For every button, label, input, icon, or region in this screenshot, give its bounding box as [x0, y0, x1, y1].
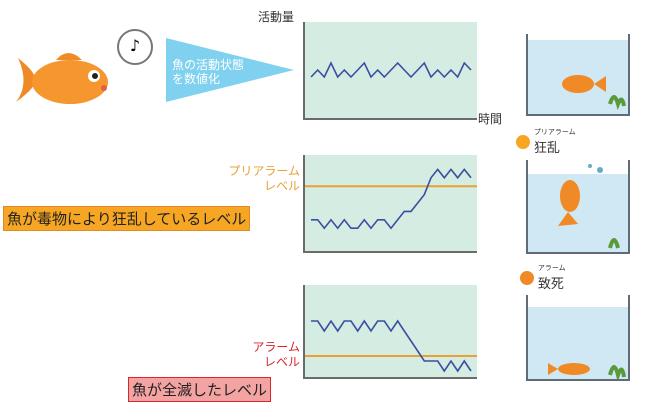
tank-frenzy: [526, 160, 630, 254]
pre-alarm-label: プリアラーム レベル: [215, 164, 300, 194]
pre-alarm-line2: レベル: [263, 179, 300, 193]
activity-series-line: [310, 61, 472, 79]
music-note-bubble: ♪: [117, 29, 153, 65]
x-axis-label: 時間: [478, 112, 503, 126]
dead-level-label: 魚が全滅したレベル: [128, 377, 272, 402]
y-axis-label: 活動量: [258, 10, 295, 24]
speech-line1: 魚の活動状態: [172, 58, 245, 72]
activity-series-line: [311, 319, 472, 373]
speech-line2: を数値化: [172, 72, 221, 86]
tank-death: [526, 295, 630, 381]
activity-series-line: [311, 168, 472, 230]
frenzy-alert-icon: [516, 134, 530, 149]
death-text: 致死: [537, 277, 564, 292]
goldfish-illustration: [8, 44, 118, 114]
tank-normal: [526, 34, 630, 116]
alarm-label: アラーム レベル: [215, 340, 300, 370]
frenzy-text: 狂乱: [533, 141, 560, 156]
frenzy-ruby: プリアラーム: [533, 128, 576, 136]
alarm-line1: アラーム: [252, 340, 300, 354]
frenzy-stage: プリアラーム 狂乱: [516, 127, 576, 156]
speech-text: 魚の活動状態 を数値化: [172, 58, 244, 86]
death-ruby: アラーム: [537, 264, 566, 272]
activity-chart-death: [303, 285, 477, 379]
speech-pointer: [166, 38, 296, 102]
alarm-line2: レベル: [263, 355, 300, 369]
activity-chart-normal: [303, 22, 477, 120]
pre-alarm-line1: プリアラーム: [228, 164, 300, 178]
death-stage: アラーム 致死: [520, 263, 566, 292]
death-alert-icon: [520, 270, 534, 285]
frenzy-level-label: 魚が毒物により狂乱しているレベル: [3, 206, 251, 231]
activity-chart-frenzy: [303, 155, 477, 253]
